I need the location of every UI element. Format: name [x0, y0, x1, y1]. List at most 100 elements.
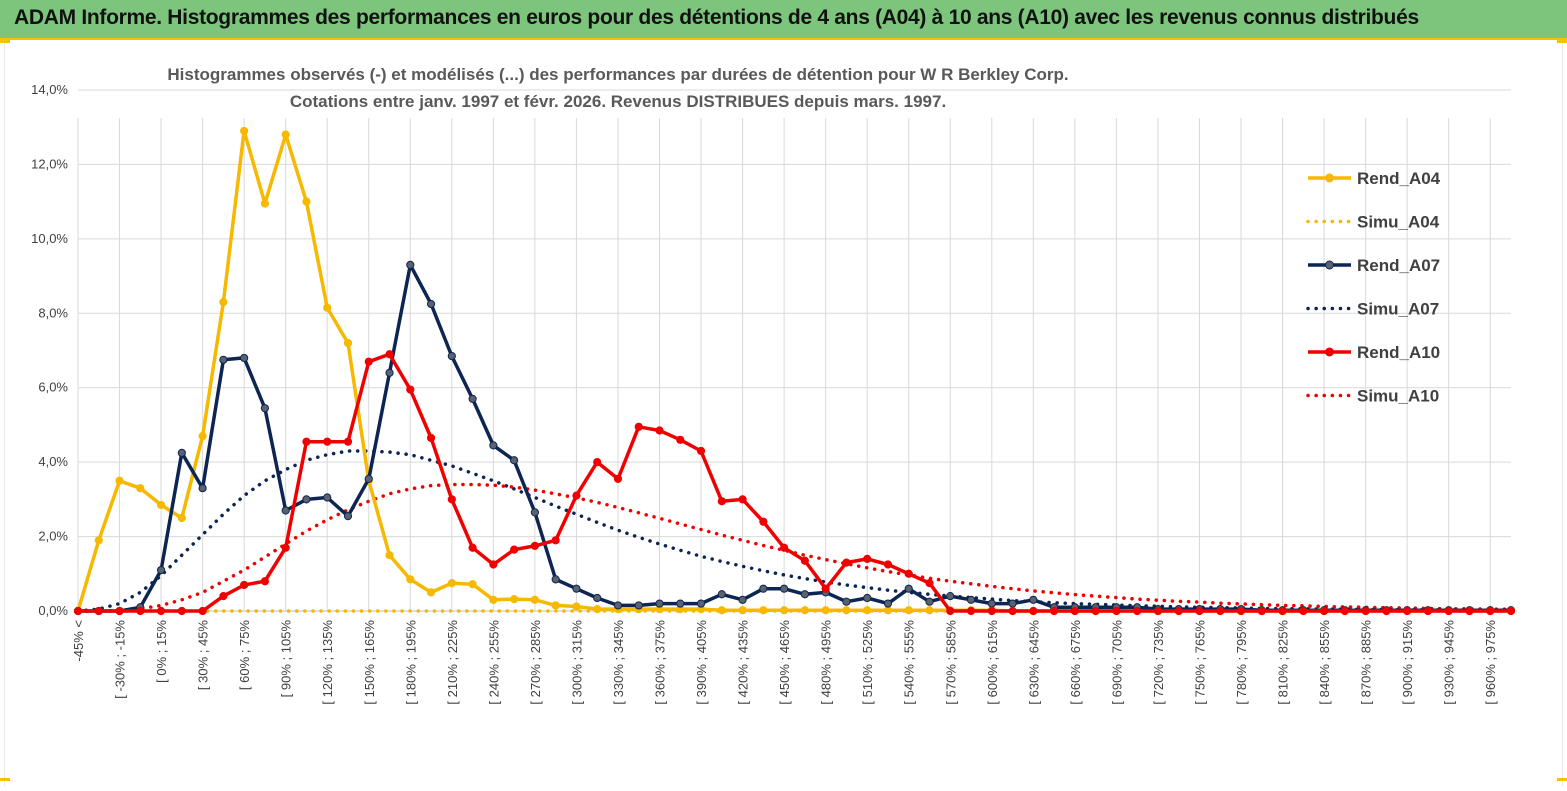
- data-point-rend_a07: [572, 584, 581, 593]
- data-point-rend_a04: [593, 605, 602, 614]
- y-tick-label: 10,0%: [31, 231, 68, 246]
- data-point-rend_a10: [1008, 606, 1017, 616]
- x-category-label: [ 540% ; 555%: [902, 620, 917, 705]
- data-point-rend_a10: [925, 578, 934, 588]
- data-point-rend_a07: [260, 404, 270, 413]
- data-point-rend_a07: [530, 508, 539, 517]
- data-point-rend_a07: [780, 584, 789, 593]
- data-point-rend_a04: [343, 338, 353, 348]
- legend-label-rend_a07: Rend_A07: [1357, 256, 1440, 275]
- data-point-rend_a10: [115, 606, 124, 616]
- y-tick-label: 2,0%: [38, 529, 68, 544]
- chart-title-line: Histogrammes observés (-) et modélisés (…: [167, 65, 1068, 84]
- data-point-rend_a07: [800, 590, 809, 599]
- data-point-rend_a07: [551, 575, 560, 584]
- data-point-rend_a10: [634, 422, 643, 431]
- data-point-rend_a07: [1029, 595, 1038, 604]
- x-category-label: [ 510% ; 525%: [860, 620, 875, 705]
- y-tick-label: 12,0%: [31, 156, 68, 171]
- data-point-rend_a10: [1278, 606, 1287, 616]
- data-point-rend_a10: [1216, 606, 1225, 616]
- data-point-rend_a10: [1112, 606, 1121, 616]
- data-point-rend_a10: [1403, 606, 1412, 616]
- x-category-label: [ 90% ; 105%: [279, 620, 294, 698]
- data-point-rend_a04: [925, 606, 934, 615]
- legend-label-rend_a04: Rend_A04: [1357, 169, 1441, 188]
- x-category-label: [ 150% ; 165%: [362, 620, 377, 705]
- frame-corner-bottom-right: [1557, 778, 1567, 781]
- data-point-rend_a10: [323, 437, 332, 446]
- x-category-label: [ 810% ; 825%: [1276, 620, 1291, 705]
- data-point-rend_a10: [1361, 606, 1370, 616]
- data-point-rend_a10: [1174, 606, 1183, 616]
- data-point-rend_a04: [842, 606, 851, 615]
- data-point-rend_a10: [136, 606, 145, 616]
- x-category-label: [ 900% ; 915%: [1400, 620, 1415, 705]
- data-point-rend_a10: [156, 606, 166, 616]
- data-point-rend_a04: [489, 595, 498, 604]
- data-point-rend_a10: [1050, 606, 1059, 616]
- data-point-rend_a07: [323, 493, 332, 502]
- data-point-rend_a10: [468, 543, 477, 552]
- frame-corner-bottom-left: [0, 778, 10, 781]
- frame-corner-top-left: [0, 40, 10, 43]
- data-point-rend_a04: [323, 303, 332, 312]
- x-category-label: [ 360% ; 375%: [653, 620, 668, 705]
- data-point-rend_a07: [156, 565, 166, 575]
- legend-marker-rend_a07: [1325, 260, 1334, 270]
- data-point-rend_a10: [1070, 606, 1079, 616]
- data-point-rend_a10: [1340, 606, 1349, 616]
- data-point-rend_a10: [343, 437, 353, 446]
- data-point-rend_a04: [136, 484, 145, 493]
- legend-label-simu_a10: Simu_A10: [1357, 387, 1439, 406]
- data-point-rend_a04: [302, 197, 311, 206]
- legend-label-simu_a04: Simu_A04: [1357, 213, 1440, 232]
- data-point-rend_a04: [780, 606, 789, 615]
- x-category-label: [ 840% ; 855%: [1317, 620, 1332, 705]
- data-point-rend_a10: [177, 606, 186, 616]
- data-point-rend_a04: [572, 602, 581, 611]
- data-point-rend_a07: [842, 597, 851, 606]
- data-point-rend_a04: [759, 606, 768, 615]
- series-line-simu_a07: [76, 449, 1513, 613]
- data-point-rend_a10: [946, 606, 955, 616]
- data-point-rend_a04: [177, 513, 186, 523]
- x-category-label: [ 750% ; 765%: [1192, 620, 1207, 705]
- data-point-rend_a04: [510, 594, 519, 604]
- data-point-rend_a04: [468, 580, 477, 589]
- data-point-rend_a10: [883, 560, 893, 569]
- data-point-rend_a04: [219, 298, 228, 307]
- x-category-label: [ 720% ; 735%: [1151, 620, 1166, 705]
- data-point-rend_a07: [863, 593, 872, 603]
- data-point-rend_a10: [530, 541, 539, 550]
- data-point-rend_a07: [364, 474, 373, 483]
- data-point-rend_a07: [883, 599, 893, 608]
- data-point-rend_a04: [738, 606, 747, 615]
- x-category-label: [ 270% ; 285%: [528, 620, 543, 705]
- data-point-rend_a10: [385, 350, 394, 359]
- chart-title-line: Cotations entre janv. 1997 et févr. 2026…: [290, 92, 946, 111]
- x-category-label: [ 180% ; 195%: [403, 620, 418, 705]
- data-point-rend_a07: [447, 351, 456, 361]
- data-point-rend_a10: [1486, 606, 1495, 616]
- data-point-rend_a04: [385, 551, 394, 560]
- data-point-rend_a04: [551, 601, 560, 610]
- data-point-rend_a04: [883, 606, 893, 615]
- data-point-rend_a10: [759, 517, 768, 526]
- data-point-rend_a07: [219, 355, 228, 364]
- data-point-rend_a07: [759, 584, 768, 593]
- data-point-rend_a07: [593, 593, 602, 603]
- x-category-label: -45% <: [71, 620, 86, 662]
- data-point-rend_a10: [593, 458, 602, 467]
- y-tick-label: 4,0%: [38, 454, 68, 469]
- data-point-rend_a04: [821, 606, 830, 615]
- frame-corner-top-right: [1557, 40, 1567, 43]
- data-point-rend_a07: [240, 353, 249, 363]
- data-point-rend_a04: [717, 606, 726, 615]
- x-category-label: [ 420% ; 435%: [736, 620, 751, 705]
- data-point-rend_a10: [240, 580, 249, 590]
- series-line-rend_a07: [78, 263, 1511, 613]
- data-point-rend_a04: [530, 595, 539, 604]
- data-point-rend_a07: [1008, 599, 1017, 608]
- data-point-rend_a07: [696, 599, 706, 608]
